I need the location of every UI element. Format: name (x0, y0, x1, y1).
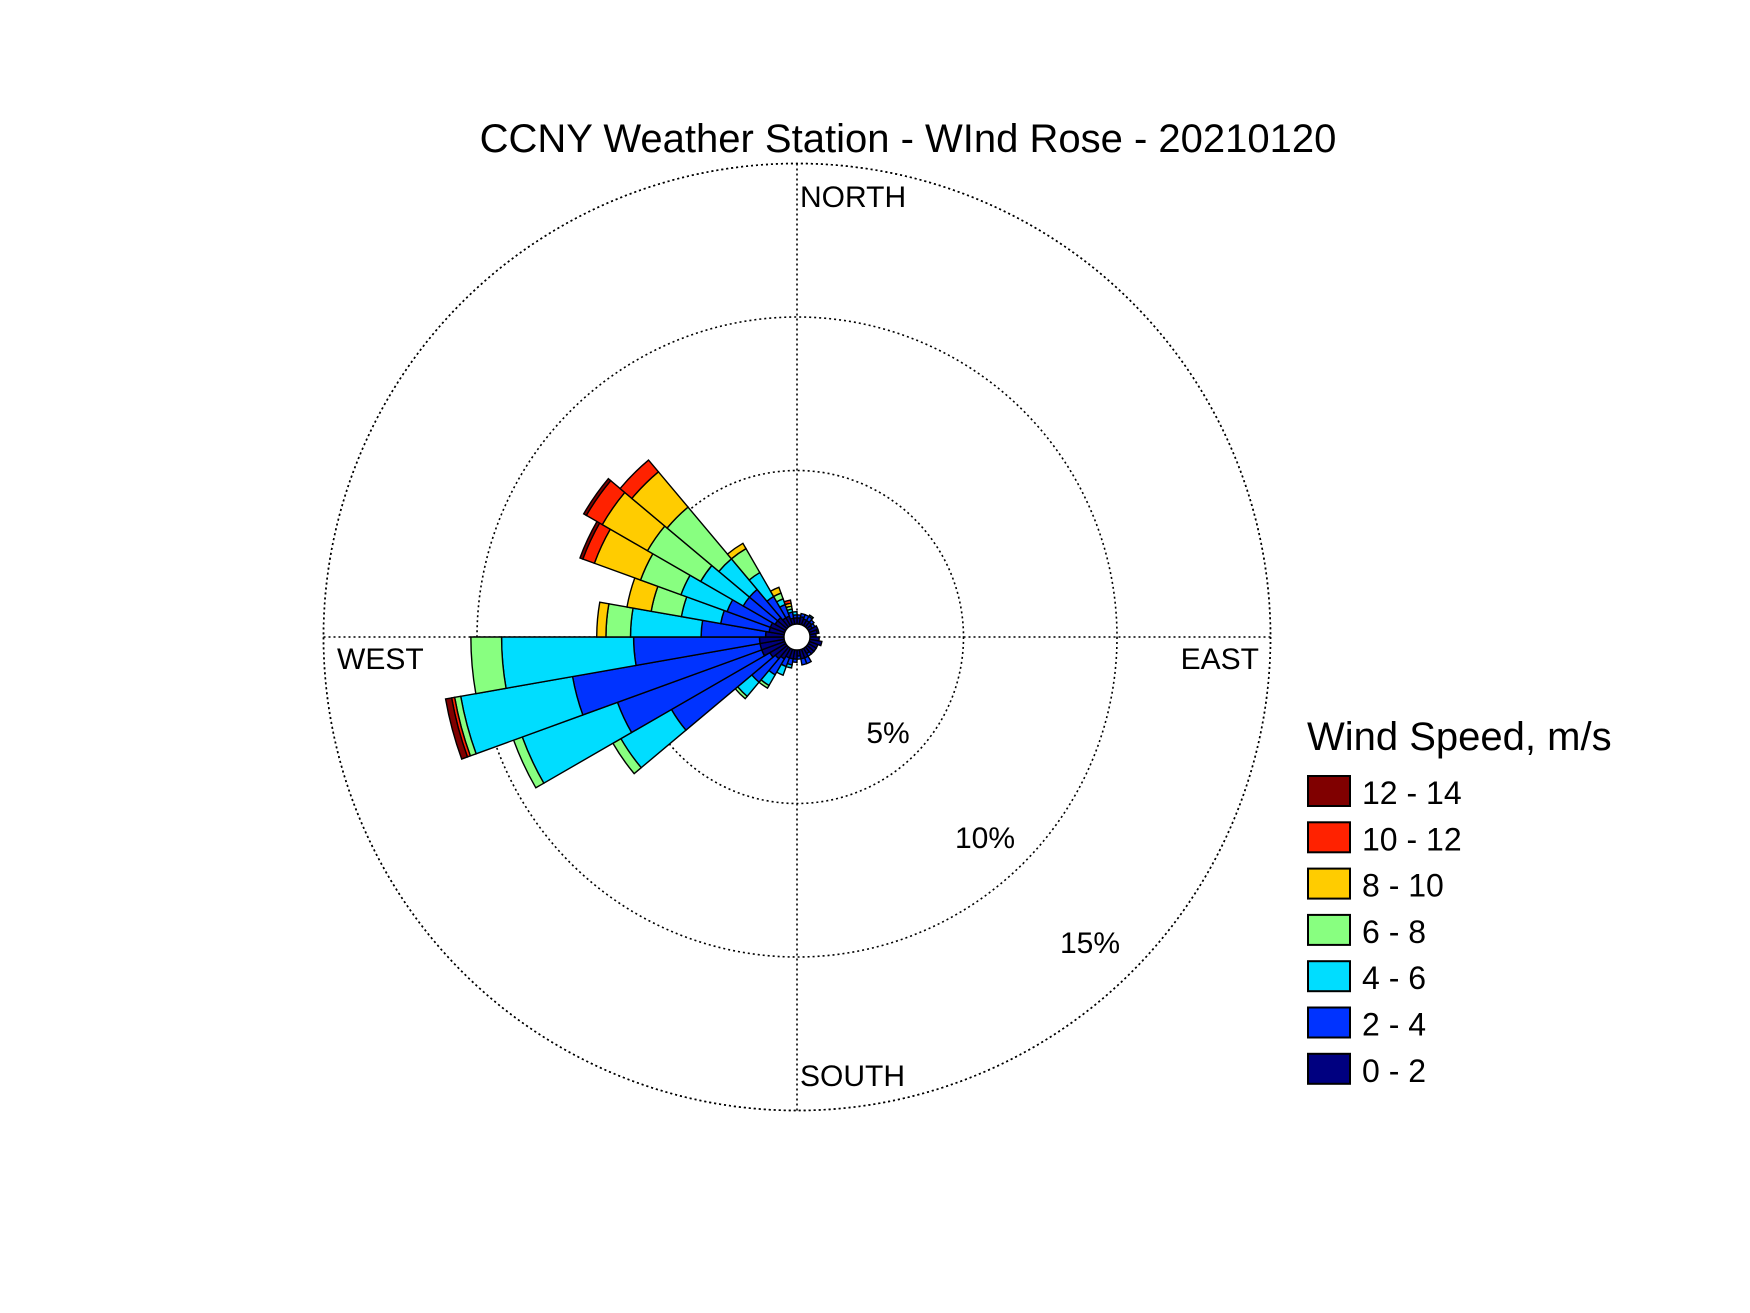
legend-label-6-8: 6 - 8 (1362, 914, 1426, 950)
legend-label-0-2: 0 - 2 (1362, 1053, 1426, 1089)
wedge-165-bin-1 (800, 656, 808, 666)
north-label: NORTH (800, 181, 906, 214)
west-label: WEST (337, 643, 424, 676)
polar-grid (322, 162, 1272, 1112)
ring-label-15: 15% (1060, 927, 1120, 960)
legend: 12 - 14 10 - 12 8 - 10 6 - 8 4 - 6 2 - 4 0 - 2 (1307, 775, 1462, 1089)
grid-ring-10 (476, 316, 1118, 958)
wedge-345-bin-5 (783, 599, 792, 606)
wedge-35-bin-2 (807, 614, 815, 620)
wedge-305-bin-6 (582, 477, 612, 517)
legend-swatch-0-2 (1307, 1052, 1351, 1085)
wedge-255-bin-6 (444, 697, 469, 760)
legend-swatch-6-8 (1307, 913, 1351, 946)
wedge-325-bin-4 (726, 542, 747, 560)
wedge-275-bin-4 (596, 601, 610, 638)
wedge-355-bin-2 (791, 611, 798, 616)
wedge-335-bin-4 (769, 586, 782, 598)
wind-rose-sectors (444, 459, 823, 789)
legend-label-10-12: 10 - 12 (1362, 821, 1462, 857)
ring-label-10: 10% (955, 822, 1015, 855)
legend-label-4-6: 4 - 6 (1362, 960, 1426, 996)
legend-label-12-14: 12 - 14 (1362, 775, 1462, 811)
wedge-75-bin-1 (815, 628, 820, 635)
legend-swatch-4-6 (1307, 960, 1351, 993)
legend-title: Wind Speed, m/s (1307, 715, 1612, 759)
legend-label-2-4: 2 - 4 (1362, 1007, 1426, 1043)
ring-label-5: 5% (866, 717, 909, 750)
wedge-355-bin-0 (792, 617, 798, 626)
legend-swatch-12-14 (1307, 775, 1351, 807)
center-hole (783, 623, 811, 651)
east-label: EAST (1181, 643, 1259, 676)
wedge-275-bin-3 (605, 603, 634, 638)
wedge-315-bin-5 (619, 459, 660, 500)
chart-title: CCNY Weather Station - WInd Rose - 20210… (480, 117, 1337, 161)
south-label: SOUTH (800, 1060, 905, 1093)
legend-swatch-8-10 (1307, 867, 1351, 900)
legend-swatch-10-12 (1307, 821, 1351, 854)
wedge-265-bin-3 (470, 636, 507, 695)
legend-label-8-10: 8 - 10 (1362, 868, 1444, 904)
legend-swatch-2-4 (1307, 1006, 1351, 1039)
